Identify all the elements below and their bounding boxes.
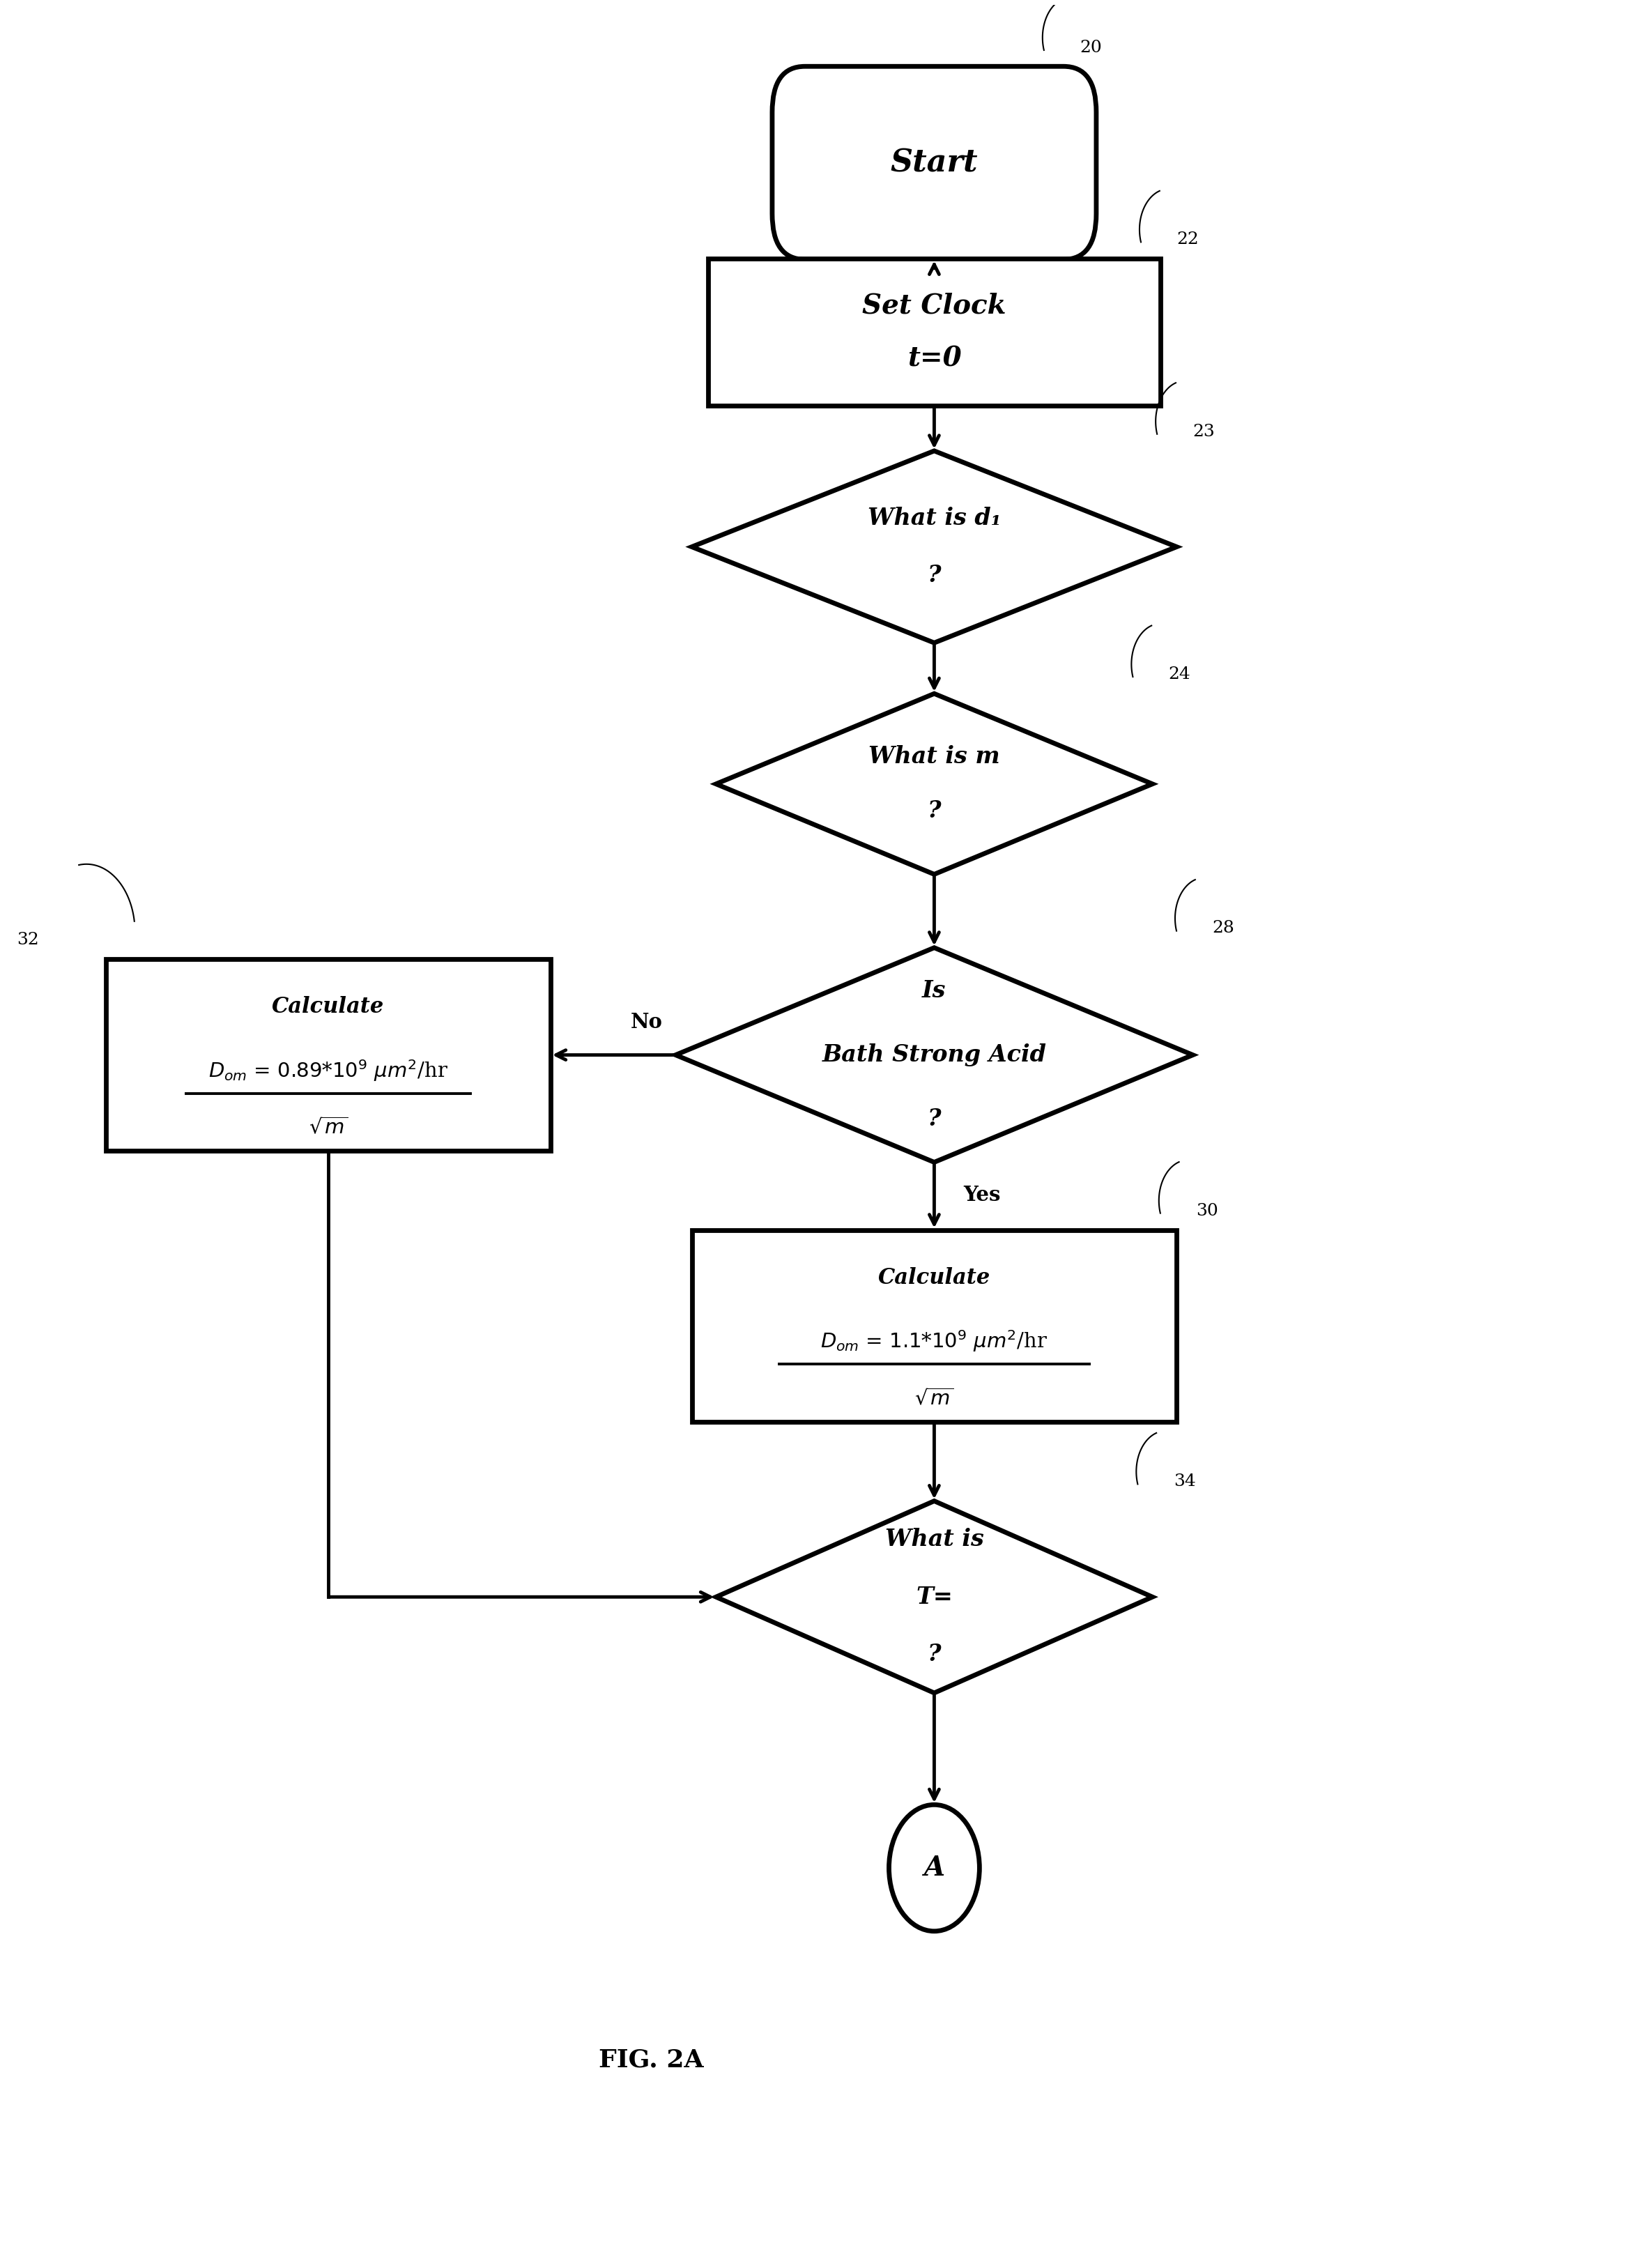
Bar [106, 959, 550, 1150]
Bar [691, 1229, 1177, 1422]
Text: $\sqrt{\it{m}}$: $\sqrt{\it{m}}$ [309, 1118, 348, 1139]
Polygon shape [676, 948, 1193, 1161]
Text: 32: 32 [16, 932, 39, 948]
Text: What is d₁: What is d₁ [868, 506, 1002, 528]
Text: Set Clock: Set Clock [862, 293, 1006, 320]
Text: Calculate: Calculate [272, 996, 384, 1018]
Text: Bath Strong Acid: Bath Strong Acid [823, 1043, 1047, 1066]
Text: 20: 20 [1080, 39, 1102, 57]
Text: A: A [924, 1855, 945, 1880]
Text: 30: 30 [1197, 1202, 1218, 1218]
Text: ?: ? [927, 1642, 941, 1667]
Text: $\it{D}_{om}$ = $\it{1.1}$*$\it{10}^{9}$ $\it{\mu}$$\it{m}^{2}$/hr: $\it{D}_{om}$ = $\it{1.1}$*$\it{10}^{9}$… [821, 1329, 1047, 1354]
Text: Calculate: Calculate [878, 1268, 990, 1288]
Circle shape [889, 1805, 979, 1930]
Text: 24: 24 [1169, 667, 1190, 683]
Text: What is m: What is m [868, 746, 1000, 769]
Text: 34: 34 [1174, 1474, 1195, 1490]
Text: 23: 23 [1193, 424, 1215, 440]
FancyBboxPatch shape [772, 66, 1096, 259]
Text: t=0: t=0 [907, 345, 961, 372]
Text: Is: Is [922, 980, 946, 1002]
Polygon shape [715, 694, 1153, 873]
Text: ?: ? [927, 801, 941, 823]
Text: $\sqrt{\it{m}}$: $\sqrt{\it{m}}$ [915, 1388, 954, 1408]
Text: No: No [631, 1012, 663, 1032]
Text: ?: ? [927, 1107, 941, 1132]
Text: FIG. 2A: FIG. 2A [598, 2048, 704, 2071]
Text: $\it{D}_{om}$ = $\it{0.89}$*$\it{10}^{9}$ $\it{\mu}$$\it{m}^{2}$/hr: $\it{D}_{om}$ = $\it{0.89}$*$\it{10}^{9}… [208, 1057, 447, 1082]
Text: 28: 28 [1213, 921, 1234, 937]
Text: 22: 22 [1177, 231, 1198, 247]
Bar [707, 259, 1161, 406]
Polygon shape [691, 451, 1177, 642]
Text: T=: T= [915, 1585, 953, 1608]
Text: Yes: Yes [963, 1184, 1000, 1204]
Text: What is: What is [885, 1529, 984, 1551]
Polygon shape [715, 1501, 1153, 1692]
Text: ?: ? [927, 565, 941, 587]
Text: Start: Start [891, 147, 977, 177]
